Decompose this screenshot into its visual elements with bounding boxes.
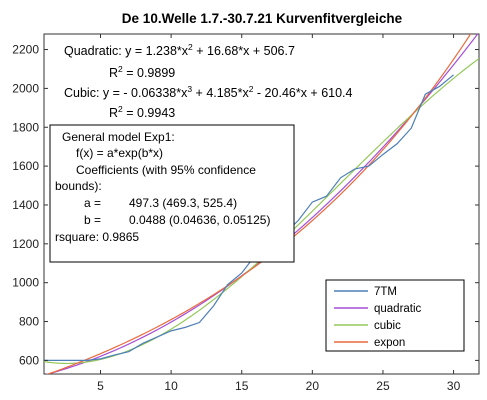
quadratic-equation: Quadratic: y = 1.238*x2 + 16.68*x + 506.… <box>64 42 295 58</box>
quadratic-eq-sup: 2 <box>188 42 193 52</box>
exp-box-line1: General model Exp1: <box>62 130 175 144</box>
cubic-r2-suffix: = 0.9943 <box>123 106 176 120</box>
y-tick-label: 2000 <box>12 81 39 95</box>
cubic-eq-prefix: Cubic: y = - 0.06338*x <box>64 86 188 100</box>
x-tick-label: 25 <box>376 379 390 393</box>
y-tick-label: 1800 <box>12 120 39 134</box>
exp-box-a-label: a = <box>84 196 101 210</box>
legend-label-expon: expon <box>374 337 405 349</box>
quadratic-r2-prefix: R <box>109 66 118 80</box>
x-tick-label: 10 <box>164 379 178 393</box>
exp-box-line2: f(x) = a*exp(b*x) <box>76 146 163 160</box>
y-tick-label: 1200 <box>12 237 39 251</box>
x-tick-label: 30 <box>447 379 461 393</box>
legend: 7TM quadratic cubic expon <box>325 279 465 352</box>
exp-box-b-value: 0.0488 (0.04636, 0.05125) <box>129 213 270 227</box>
x-tick-label: 20 <box>306 379 320 393</box>
cubic-r2: R2 = 0.9943 <box>109 104 175 120</box>
quadratic-eq-suffix: + 16.68*x + 506.7 <box>193 44 295 58</box>
cubic-eq-sup1: 3 <box>187 84 192 94</box>
y-tick-label: 1600 <box>12 159 39 173</box>
cubic-r2-sup: 2 <box>118 104 123 114</box>
y-tick-label: 2200 <box>12 43 39 57</box>
exp-fit-box-frame <box>49 124 295 263</box>
series-line-7tm <box>44 74 454 361</box>
exp-box-line3: Coefficients (with 95% confidence <box>76 163 256 177</box>
legend-label-7tm: 7TM <box>374 286 397 298</box>
quadratic-r2: R2 = 0.9899 <box>109 64 175 80</box>
y-tick-label: 1400 <box>12 198 39 212</box>
x-tick-label: 15 <box>235 379 249 393</box>
y-tick-label: 1000 <box>12 276 39 290</box>
exp-box-b-label: b = <box>84 213 101 227</box>
cubic-equation: Cubic: y = - 0.06338*x3 + 4.185*x2 - 20.… <box>64 84 353 100</box>
exp-box-a-value: 497.3 (469.3, 525.4) <box>129 196 237 210</box>
y-tick-label: 800 <box>19 315 39 329</box>
cubic-r2-prefix: R <box>109 106 118 120</box>
y-tick-label: 600 <box>19 353 39 367</box>
cubic-eq-mid: + 4.185*x <box>192 86 249 100</box>
cubic-eq-sup2: 2 <box>249 84 254 94</box>
chart-title: De 10.Welle 1.7.-30.7.21 Kurvenfitvergle… <box>122 11 403 26</box>
quadratic-eq-prefix: Quadratic: y = 1.238*x <box>64 44 189 58</box>
quadratic-r2-sup: 2 <box>118 64 123 74</box>
exp-fit-box: General model Exp1: f(x) = a*exp(b*x) Co… <box>49 124 295 263</box>
legend-items: 7TM quadratic cubic expon <box>334 286 422 349</box>
exp-box-rsquare: rsquare: 0.9865 <box>55 230 139 244</box>
cubic-eq-suffix: - 20.46*x + 610.4 <box>253 86 352 100</box>
legend-label-cubic: cubic <box>374 320 401 332</box>
x-tick-label: 5 <box>97 379 104 393</box>
legend-label-quadratic: quadratic <box>374 303 422 315</box>
axis-layer: 5 10 15 20 25 30 600 800 1000 1200 1400 1600 1800 200… <box>12 34 479 393</box>
legend-frame <box>325 279 465 352</box>
quadratic-r2-suffix: = 0.9899 <box>123 66 176 80</box>
exp-box-line4: bounds): <box>55 179 102 193</box>
